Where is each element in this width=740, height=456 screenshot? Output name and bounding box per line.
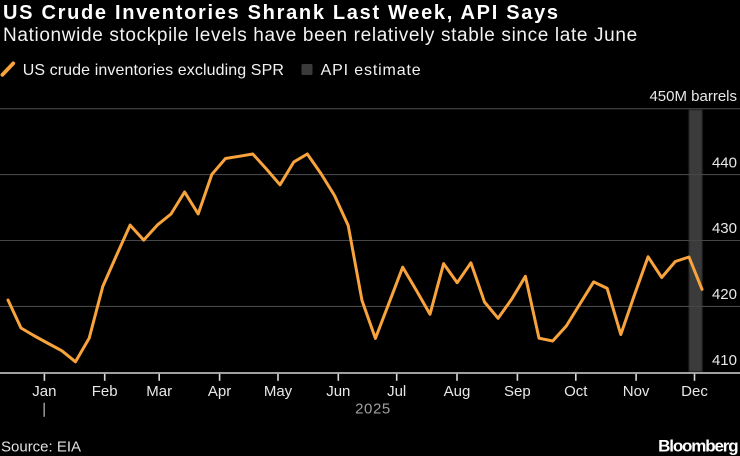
svg-text:2025: 2025 [355, 401, 391, 418]
svg-text:440: 440 [712, 154, 737, 171]
svg-text:Nationwide stockpile levels ha: Nationwide stockpile levels have been re… [3, 25, 638, 46]
svg-text:Source: EIA: Source: EIA [1, 439, 81, 456]
svg-text:450M barrels: 450M barrels [649, 88, 737, 105]
svg-text:420: 420 [712, 286, 737, 303]
svg-text:Jul: Jul [387, 383, 406, 400]
svg-text:Oct: Oct [564, 383, 588, 400]
svg-text:Sep: Sep [504, 383, 531, 400]
svg-text:Feb: Feb [92, 383, 118, 400]
svg-text:410: 410 [712, 352, 737, 369]
svg-text:Aug: Aug [444, 383, 471, 400]
svg-text:Bloomberg: Bloomberg [658, 437, 738, 456]
svg-text:Dec: Dec [681, 383, 708, 400]
svg-text:Jun: Jun [326, 383, 350, 400]
svg-text:US Crude Inventories Shrank La: US Crude Inventories Shrank Last Week, A… [3, 2, 560, 24]
svg-text:Jan: Jan [32, 383, 56, 400]
svg-text:Nov: Nov [623, 383, 650, 400]
svg-text:US crude inventories excluding: US crude inventories excluding SPR [23, 62, 284, 79]
svg-text:Apr: Apr [208, 383, 231, 400]
svg-text:Mar: Mar [146, 383, 172, 400]
svg-text:API estimate: API estimate [321, 62, 422, 79]
svg-text:May: May [264, 383, 293, 400]
svg-text:430: 430 [712, 220, 737, 237]
